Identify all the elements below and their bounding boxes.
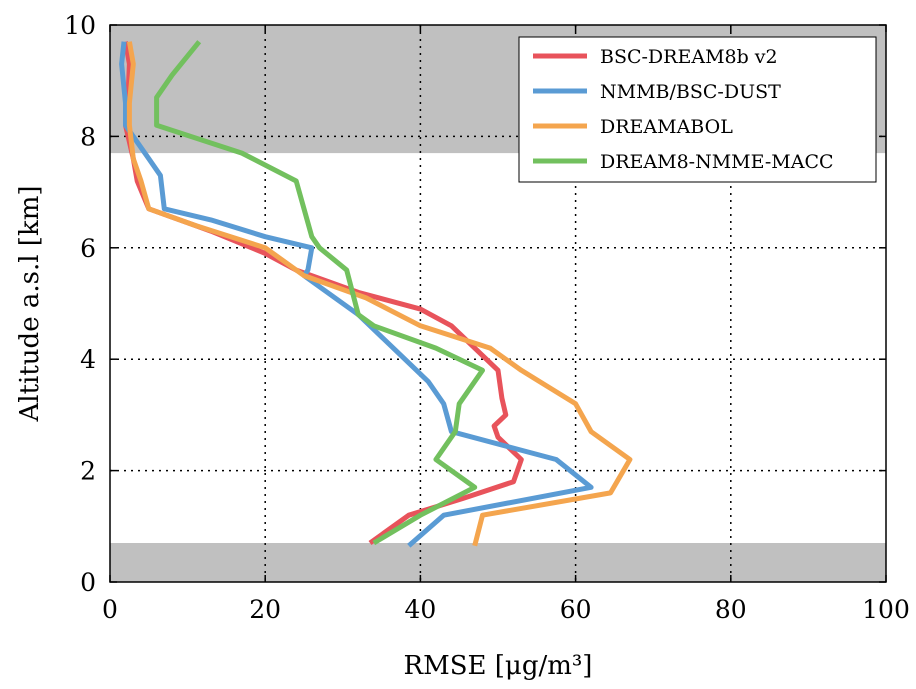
y-axis-label: Altitude a.s.l [km] (15, 186, 45, 423)
x-tick-label: 80 (715, 595, 747, 624)
y-tick-label: 6 (80, 234, 96, 263)
shaded-band-0 (110, 543, 886, 582)
legend-label-2: DREAMABOL (600, 116, 733, 138)
x-tick-label: 40 (404, 595, 436, 624)
y-tick-labels: 0 2 4 6 8 10 (64, 11, 96, 597)
x-tick-labels: 0 20 40 60 80 100 (102, 595, 910, 624)
x-tick-label: 100 (862, 595, 910, 624)
series-line-1 (119, 41, 594, 548)
y-tick-label: 8 (80, 122, 96, 151)
legend-label-1: NMMB/BSC-DUST (600, 81, 781, 103)
x-tick-label: 20 (249, 595, 281, 624)
y-tick-label: 2 (80, 457, 96, 486)
y-tick-label: 0 (80, 568, 96, 597)
x-tick-label: 60 (560, 595, 592, 624)
legend-box (518, 36, 877, 183)
series-line-2 (126, 41, 633, 547)
x-tick-label: 0 (102, 595, 118, 624)
x-axis-label: RMSE [μg/m³] (404, 651, 593, 681)
y-tick-label: 10 (64, 11, 96, 40)
legend: BSC-DREAM8b v2 NMMB/BSC-DUST DREAMABOL DREA… (518, 36, 877, 183)
series-line-3 (154, 40, 485, 546)
y-tick-label: 4 (80, 345, 96, 374)
axis-ticks (109, 24, 887, 583)
plot-frame (109, 24, 887, 583)
legend-label-3: DREAM8-NMME-MACC (600, 151, 834, 173)
data-series (119, 40, 633, 548)
legend-label-0: BSC-DREAM8b v2 (600, 46, 778, 68)
